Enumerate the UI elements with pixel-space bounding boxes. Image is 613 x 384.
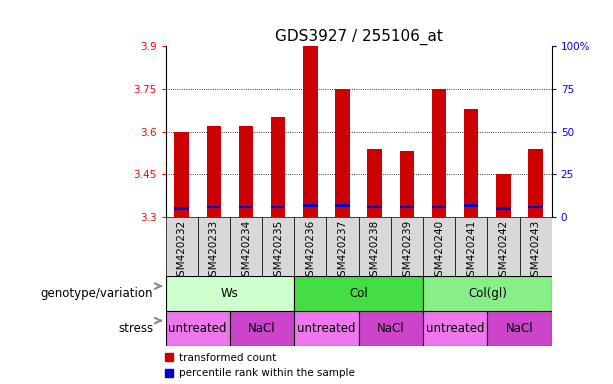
Bar xyxy=(271,117,286,217)
Bar xyxy=(262,217,294,276)
Text: GSM420238: GSM420238 xyxy=(370,220,379,283)
Text: GSM420243: GSM420243 xyxy=(531,220,541,283)
Bar xyxy=(423,217,455,276)
Text: Col(gl): Col(gl) xyxy=(468,287,507,300)
Text: GSM420236: GSM420236 xyxy=(305,220,315,283)
Bar xyxy=(432,205,446,209)
Text: GSM420239: GSM420239 xyxy=(402,220,412,283)
Bar xyxy=(198,217,230,276)
Bar xyxy=(166,311,230,346)
Text: genotype/variation: genotype/variation xyxy=(40,287,153,300)
Bar xyxy=(238,205,253,209)
Text: NaCl: NaCl xyxy=(377,322,405,335)
Bar xyxy=(174,207,189,210)
Bar xyxy=(294,311,359,346)
Bar xyxy=(496,174,511,217)
Bar xyxy=(230,311,294,346)
Bar xyxy=(271,205,286,209)
Text: GSM420241: GSM420241 xyxy=(466,220,476,283)
Bar xyxy=(423,276,552,311)
Text: GSM420240: GSM420240 xyxy=(434,220,444,283)
Bar xyxy=(432,89,446,217)
Bar xyxy=(528,205,543,209)
Text: untreated: untreated xyxy=(426,322,484,335)
Title: GDS3927 / 255106_at: GDS3927 / 255106_at xyxy=(275,28,443,45)
Bar xyxy=(400,205,414,209)
Bar xyxy=(520,217,552,276)
Text: GSM420233: GSM420233 xyxy=(209,220,219,283)
Bar xyxy=(400,151,414,217)
Bar xyxy=(464,109,479,217)
Bar xyxy=(487,217,520,276)
Text: NaCl: NaCl xyxy=(248,322,276,335)
Legend: transformed count, percentile rank within the sample: transformed count, percentile rank withi… xyxy=(161,349,359,382)
Bar xyxy=(487,311,552,346)
Bar xyxy=(455,217,487,276)
Bar xyxy=(391,217,423,276)
Text: untreated: untreated xyxy=(169,322,227,335)
Bar xyxy=(303,46,318,217)
Text: GSM420232: GSM420232 xyxy=(177,220,186,283)
Bar xyxy=(335,204,350,207)
Bar xyxy=(166,276,294,311)
Bar xyxy=(335,89,350,217)
Bar xyxy=(496,207,511,210)
Text: GSM420235: GSM420235 xyxy=(273,220,283,283)
Bar xyxy=(303,204,318,207)
Bar xyxy=(207,126,221,217)
Text: Ws: Ws xyxy=(221,287,238,300)
Text: NaCl: NaCl xyxy=(506,322,533,335)
Text: GSM420237: GSM420237 xyxy=(338,220,348,283)
Bar xyxy=(359,311,423,346)
Bar xyxy=(464,204,479,207)
Bar xyxy=(207,205,221,209)
Bar xyxy=(367,149,382,217)
Bar xyxy=(528,149,543,217)
Bar xyxy=(294,217,327,276)
Bar xyxy=(294,276,423,311)
Bar xyxy=(359,217,391,276)
Text: untreated: untreated xyxy=(297,322,356,335)
Bar xyxy=(230,217,262,276)
Text: stress: stress xyxy=(118,322,153,335)
Bar xyxy=(166,217,198,276)
Bar xyxy=(423,311,487,346)
Bar xyxy=(327,217,359,276)
Text: Col: Col xyxy=(349,287,368,300)
Bar xyxy=(367,205,382,209)
Text: GSM420242: GSM420242 xyxy=(498,220,508,283)
Bar xyxy=(238,126,253,217)
Bar xyxy=(174,131,189,217)
Text: GSM420234: GSM420234 xyxy=(241,220,251,283)
